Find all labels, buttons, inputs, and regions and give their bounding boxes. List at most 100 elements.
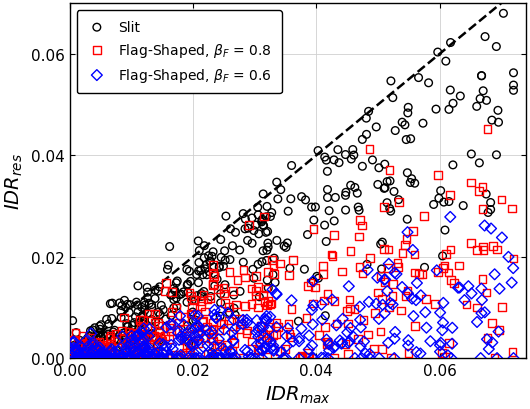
Flag-Shaped, $\beta_F$ = 0.6: [177, 333, 186, 339]
Flag-Shaped, $\beta_F$ = 0.8: [201, 308, 209, 315]
Legend: Slit, Flag-Shaped, $\beta_F$ = 0.8, Flag-Shaped, $\beta_F$ = 0.6: Slit, Flag-Shaped, $\beta_F$ = 0.8, Flag…: [77, 11, 282, 94]
Slit: [284, 209, 293, 215]
Flag-Shaped, $\beta_F$ = 0.8: [83, 355, 91, 362]
Slit: [216, 291, 225, 297]
Slit: [99, 331, 107, 338]
Flag-Shaped, $\beta_F$ = 0.8: [253, 347, 262, 354]
Flag-Shaped, $\beta_F$ = 0.6: [328, 297, 337, 303]
Slit: [103, 339, 111, 346]
Slit: [205, 269, 213, 275]
Flag-Shaped, $\beta_F$ = 0.8: [276, 261, 284, 267]
Flag-Shaped, $\beta_F$ = 0.8: [158, 337, 167, 344]
Slit: [183, 299, 191, 306]
Slit: [89, 340, 97, 347]
Flag-Shaped, $\beta_F$ = 0.6: [356, 317, 365, 323]
Flag-Shaped, $\beta_F$ = 0.6: [192, 355, 201, 362]
Flag-Shaped, $\beta_F$ = 0.6: [169, 346, 177, 353]
Flag-Shaped, $\beta_F$ = 0.6: [356, 303, 364, 310]
Flag-Shaped, $\beta_F$ = 0.8: [209, 271, 217, 278]
Flag-Shaped, $\beta_F$ = 0.8: [289, 257, 297, 264]
Flag-Shaped, $\beta_F$ = 0.8: [98, 355, 107, 362]
Slit: [351, 185, 359, 191]
Flag-Shaped, $\beta_F$ = 0.6: [164, 355, 173, 362]
Slit: [93, 332, 102, 339]
Slit: [325, 208, 333, 214]
Flag-Shaped, $\beta_F$ = 0.8: [89, 355, 98, 362]
Flag-Shaped, $\beta_F$ = 0.6: [119, 355, 127, 362]
Flag-Shaped, $\beta_F$ = 0.6: [509, 265, 517, 272]
Flag-Shaped, $\beta_F$ = 0.8: [124, 355, 132, 362]
Slit: [262, 214, 270, 220]
Slit: [74, 355, 82, 362]
Flag-Shaped, $\beta_F$ = 0.8: [209, 319, 217, 326]
Flag-Shaped, $\beta_F$ = 0.6: [188, 343, 197, 350]
Slit: [124, 330, 132, 336]
Flag-Shaped, $\beta_F$ = 0.8: [86, 352, 95, 358]
Slit: [297, 194, 306, 200]
Slit: [235, 247, 244, 254]
Slit: [221, 282, 229, 288]
Slit: [133, 302, 142, 308]
Flag-Shaped, $\beta_F$ = 0.8: [103, 353, 111, 359]
Slit: [222, 213, 230, 220]
Slit: [172, 280, 181, 286]
Flag-Shaped, $\beta_F$ = 0.8: [343, 320, 352, 327]
Slit: [230, 305, 239, 312]
Flag-Shaped, $\beta_F$ = 0.8: [304, 350, 312, 357]
Flag-Shaped, $\beta_F$ = 0.6: [123, 343, 132, 350]
Flag-Shaped, $\beta_F$ = 0.6: [384, 339, 392, 346]
Slit: [99, 345, 108, 351]
Flag-Shaped, $\beta_F$ = 0.6: [138, 355, 146, 362]
Flag-Shaped, $\beta_F$ = 0.6: [330, 344, 339, 350]
Slit: [67, 355, 76, 362]
Flag-Shaped, $\beta_F$ = 0.6: [279, 355, 288, 362]
Slit: [191, 317, 200, 324]
Slit: [254, 231, 263, 238]
Slit: [388, 95, 397, 102]
Flag-Shaped, $\beta_F$ = 0.8: [187, 325, 195, 332]
Slit: [140, 317, 148, 324]
Flag-Shaped, $\beta_F$ = 0.8: [276, 348, 284, 355]
Slit: [173, 355, 181, 362]
Slit: [138, 313, 147, 319]
Flag-Shaped, $\beta_F$ = 0.6: [95, 344, 104, 351]
Flag-Shaped, $\beta_F$ = 0.8: [285, 272, 293, 279]
Slit: [254, 261, 262, 268]
Slit: [94, 350, 103, 356]
Slit: [89, 327, 97, 333]
Slit: [472, 104, 481, 110]
Flag-Shaped, $\beta_F$ = 0.8: [90, 355, 99, 362]
Flag-Shaped, $\beta_F$ = 0.8: [105, 355, 114, 362]
Flag-Shaped, $\beta_F$ = 0.8: [365, 146, 374, 153]
Flag-Shaped, $\beta_F$ = 0.6: [228, 355, 236, 362]
Slit: [262, 229, 270, 236]
Flag-Shaped, $\beta_F$ = 0.6: [257, 340, 265, 347]
Slit: [138, 332, 146, 339]
Flag-Shaped, $\beta_F$ = 0.6: [266, 338, 275, 345]
Flag-Shaped, $\beta_F$ = 0.8: [247, 285, 255, 292]
Flag-Shaped, $\beta_F$ = 0.8: [343, 308, 351, 314]
Slit: [125, 310, 134, 316]
Flag-Shaped, $\beta_F$ = 0.8: [148, 336, 156, 343]
Slit: [446, 88, 455, 94]
Slit: [363, 261, 371, 268]
Flag-Shaped, $\beta_F$ = 0.8: [378, 346, 386, 352]
Flag-Shaped, $\beta_F$ = 0.6: [254, 328, 263, 334]
Slit: [89, 348, 97, 355]
Flag-Shaped, $\beta_F$ = 0.6: [140, 351, 149, 357]
Flag-Shaped, $\beta_F$ = 0.8: [466, 180, 475, 187]
Flag-Shaped, $\beta_F$ = 0.6: [205, 330, 214, 337]
Flag-Shaped, $\beta_F$ = 0.6: [132, 333, 140, 340]
Flag-Shaped, $\beta_F$ = 0.8: [157, 351, 166, 357]
Flag-Shaped, $\beta_F$ = 0.8: [330, 355, 338, 362]
Flag-Shaped, $\beta_F$ = 0.6: [130, 351, 139, 358]
Slit: [259, 223, 268, 229]
Slit: [239, 211, 248, 217]
Flag-Shaped, $\beta_F$ = 0.6: [140, 343, 149, 350]
Flag-Shaped, $\beta_F$ = 0.6: [96, 355, 105, 362]
Slit: [159, 307, 167, 313]
Flag-Shaped, $\beta_F$ = 0.8: [151, 355, 160, 362]
Flag-Shaped, $\beta_F$ = 0.8: [137, 337, 145, 344]
Slit: [215, 265, 224, 271]
Flag-Shaped, $\beta_F$ = 0.6: [378, 302, 387, 308]
